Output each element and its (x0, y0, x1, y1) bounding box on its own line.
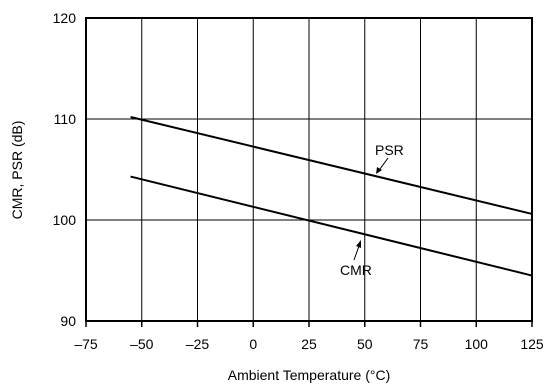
x-tick-label: 75 (413, 336, 429, 352)
x-tick-label: –75 (74, 336, 98, 352)
x-tick-label: 100 (465, 336, 489, 352)
plot-frame (85, 17, 533, 322)
x-tick-label: 125 (520, 336, 544, 352)
y-tick-label: 90 (60, 313, 76, 329)
psr-label: PSR (375, 142, 404, 158)
annotations: PSR CMR (340, 142, 404, 278)
y-tick-label: 120 (53, 10, 77, 26)
y-tick-label: 110 (54, 111, 77, 127)
psr-arrowhead (376, 167, 382, 174)
y-tick-label: 100 (53, 212, 77, 228)
grid (86, 18, 532, 321)
x-axis-title: Ambient Temperature (°C) (228, 367, 391, 383)
x-tick-label: 25 (301, 336, 317, 352)
x-tick-label: 0 (249, 336, 257, 352)
x-tick-label: 50 (357, 336, 373, 352)
cmr-label: CMR (340, 262, 372, 278)
y-axis-title: CMR, PSR (dB) (9, 121, 25, 220)
x-tick-label: –25 (186, 336, 210, 352)
cmr-leader-line (353, 245, 360, 261)
x-tick-label: –50 (130, 336, 154, 352)
cmr-arrowhead (356, 240, 361, 248)
cmr-line (130, 175, 533, 277)
psr-leader-line (379, 157, 389, 170)
tick-labels: –75 –50 –25 0 25 50 75 100 125 90 100 110 120 (53, 10, 544, 352)
psr-line (130, 116, 533, 215)
series-lines (130, 116, 533, 277)
